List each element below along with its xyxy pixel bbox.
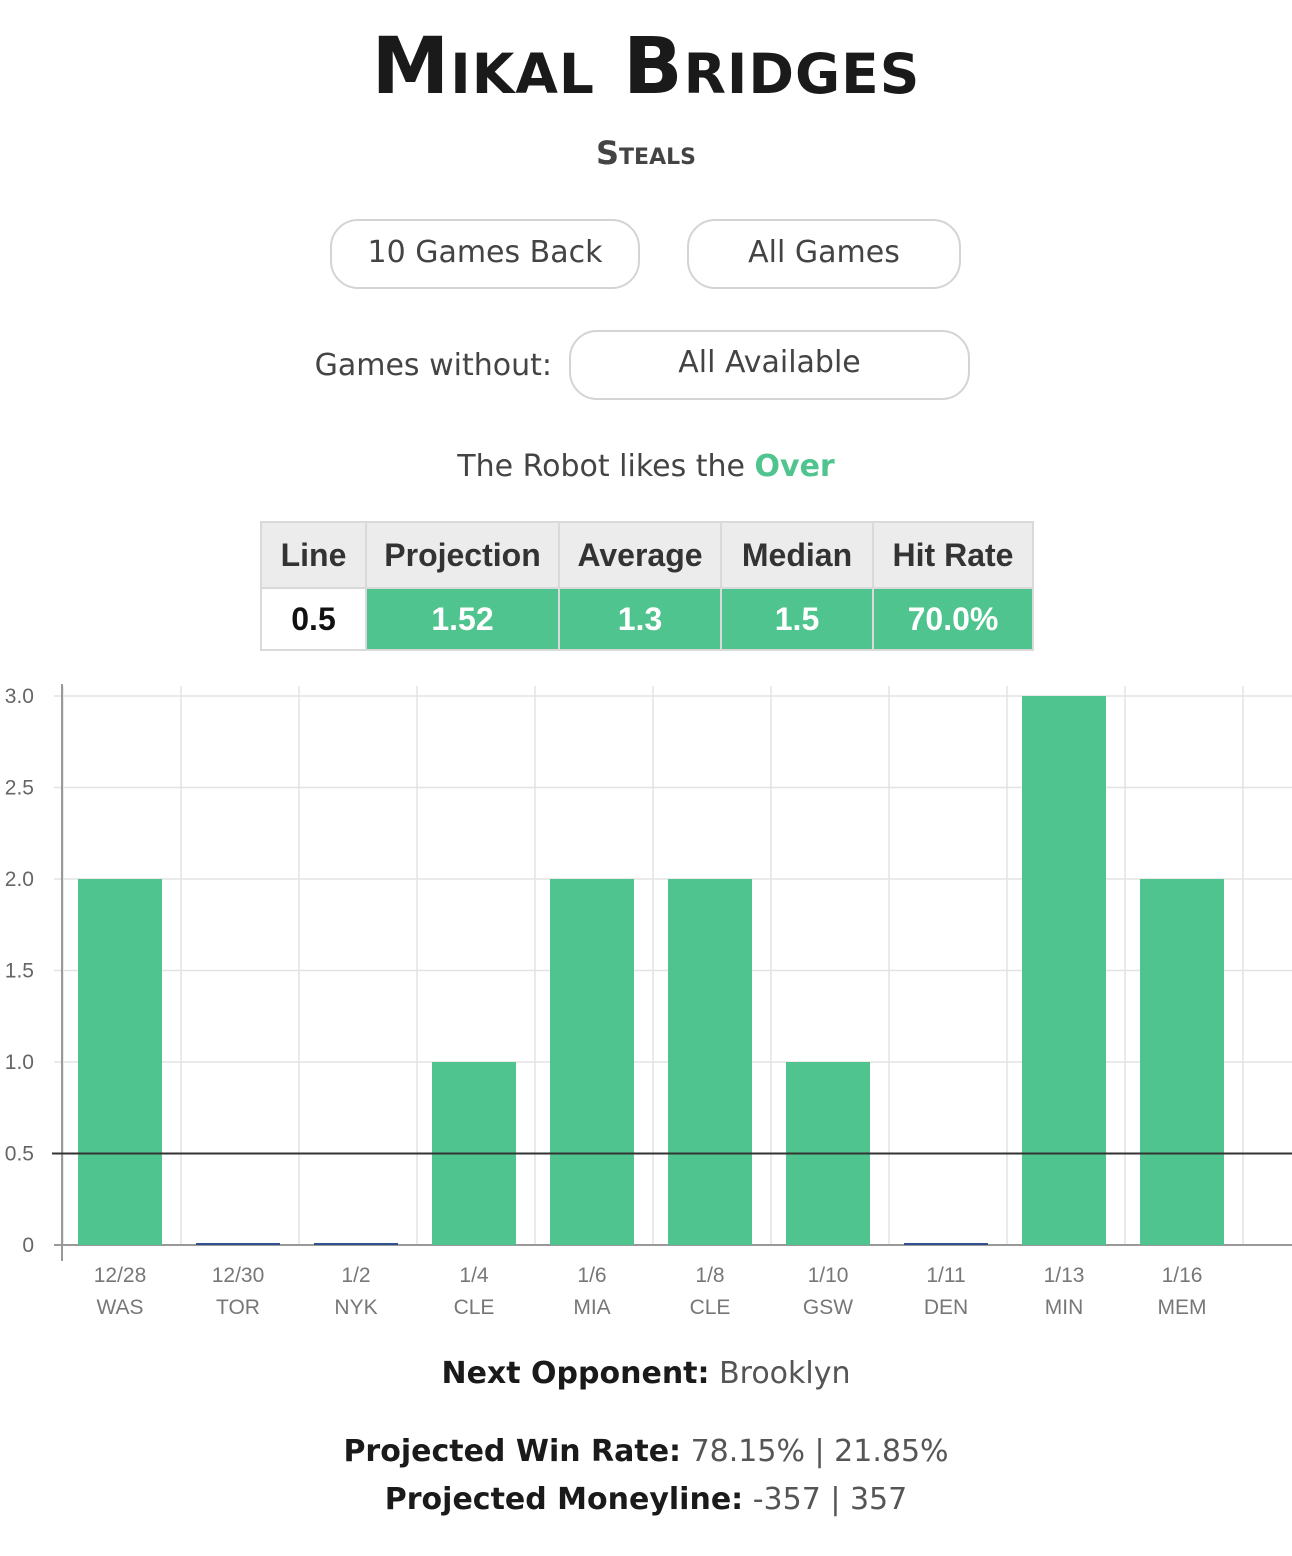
bar: [668, 879, 752, 1245]
value-projection: 1.52: [365, 587, 560, 651]
x-tick-opponent: NYK: [334, 1296, 377, 1319]
value-hit-rate: 70.0%: [872, 587, 1034, 651]
header-projection: Projection: [365, 521, 560, 589]
all-games-button[interactable]: All Games: [687, 219, 961, 289]
x-tick-date: 1/4: [459, 1264, 489, 1287]
win-rate-label: Projected Win Rate:: [343, 1434, 682, 1469]
robot-text: The Robot likes the: [457, 449, 755, 484]
y-tick-label: 0: [22, 1234, 34, 1257]
value-line: 0.5: [260, 587, 367, 651]
x-tick-date: 12/30: [212, 1264, 265, 1287]
x-tick-date: 1/2: [341, 1264, 370, 1287]
next-opponent: Next Opponent: Brooklyn: [0, 1356, 1292, 1391]
header-average: Average: [558, 521, 722, 589]
x-tick-date: 1/6: [577, 1264, 606, 1287]
robot-recommendation: The Robot likes the Over: [0, 449, 1292, 484]
value-average: 1.3: [558, 587, 722, 651]
projected-moneyline: Projected Moneyline: -357 | 357: [0, 1482, 1292, 1517]
bar: [1140, 879, 1224, 1245]
stats-header-row: Line Projection Average Median Hit Rate: [260, 521, 1034, 589]
bar: [196, 1243, 280, 1245]
stat-name: Steals: [596, 134, 696, 172]
x-tick-opponent: CLE: [454, 1296, 495, 1319]
stats-table: Line Projection Average Median Hit Rate …: [260, 521, 1034, 651]
y-tick-label: 1.5: [5, 960, 34, 983]
x-tick-opponent: MIA: [573, 1296, 610, 1319]
y-tick-label: 1.0: [5, 1051, 34, 1074]
x-tick-date: 1/16: [1162, 1264, 1203, 1287]
x-tick-date: 1/8: [695, 1264, 724, 1287]
x-tick-opponent: CLE: [690, 1296, 731, 1319]
next-opponent-label: Next Opponent:: [441, 1356, 710, 1391]
x-tick-opponent: MIN: [1045, 1296, 1084, 1319]
y-tick-label: 2.5: [5, 777, 34, 800]
x-tick-opponent: WAS: [96, 1296, 143, 1319]
bar: [78, 879, 162, 1245]
bar: [904, 1243, 988, 1245]
header-line: Line: [260, 521, 367, 589]
value-median: 1.5: [720, 587, 874, 651]
projected-win-rate: Projected Win Rate: 78.15% | 21.85%: [0, 1434, 1292, 1469]
y-tick-label: 2.0: [5, 868, 34, 891]
header-hit-rate: Hit Rate: [872, 521, 1034, 589]
player-name: Mikal Bridges: [371, 22, 921, 112]
moneyline-label: Projected Moneyline:: [384, 1482, 744, 1517]
bar: [314, 1243, 398, 1245]
x-tick-date: 1/10: [808, 1264, 849, 1287]
y-tick-label: 3.0: [5, 685, 34, 708]
x-tick-opponent: DEN: [924, 1296, 968, 1319]
x-tick-date: 12/28: [94, 1264, 147, 1287]
x-tick-opponent: GSW: [803, 1296, 853, 1319]
steals-bar-chart: 0 0.5 1.0 1.5 2.0 2.5 3.0 12/28 WAS 12/30 TOR 1/2 NY…: [5, 684, 1292, 1319]
x-tick-opponent: MEM: [1158, 1296, 1207, 1319]
robot-pick: Over: [754, 449, 835, 484]
next-opponent-value: Brooklyn: [709, 1356, 851, 1391]
bar: [1022, 696, 1106, 1245]
stats-value-row: 0.5 1.52 1.3 1.5 70.0%: [260, 587, 1034, 651]
games-without-select[interactable]: All Available: [569, 330, 970, 400]
y-tick-label: 0.5: [5, 1143, 34, 1166]
moneyline-value: -357 | 357: [743, 1482, 908, 1517]
x-tick-date: 1/13: [1044, 1264, 1085, 1287]
bar: [550, 879, 634, 1245]
x-tick-date: 1/11: [926, 1264, 965, 1287]
games-without-label: Games without:: [314, 348, 552, 383]
header-median: Median: [720, 521, 874, 589]
games-back-button[interactable]: 10 Games Back: [330, 219, 640, 289]
win-rate-value: 78.15% | 21.85%: [681, 1434, 949, 1469]
x-tick-opponent: TOR: [216, 1296, 260, 1319]
